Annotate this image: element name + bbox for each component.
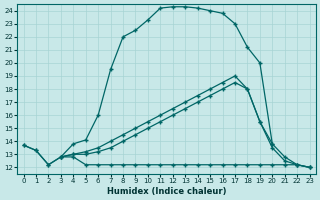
X-axis label: Humidex (Indice chaleur): Humidex (Indice chaleur) — [107, 187, 226, 196]
